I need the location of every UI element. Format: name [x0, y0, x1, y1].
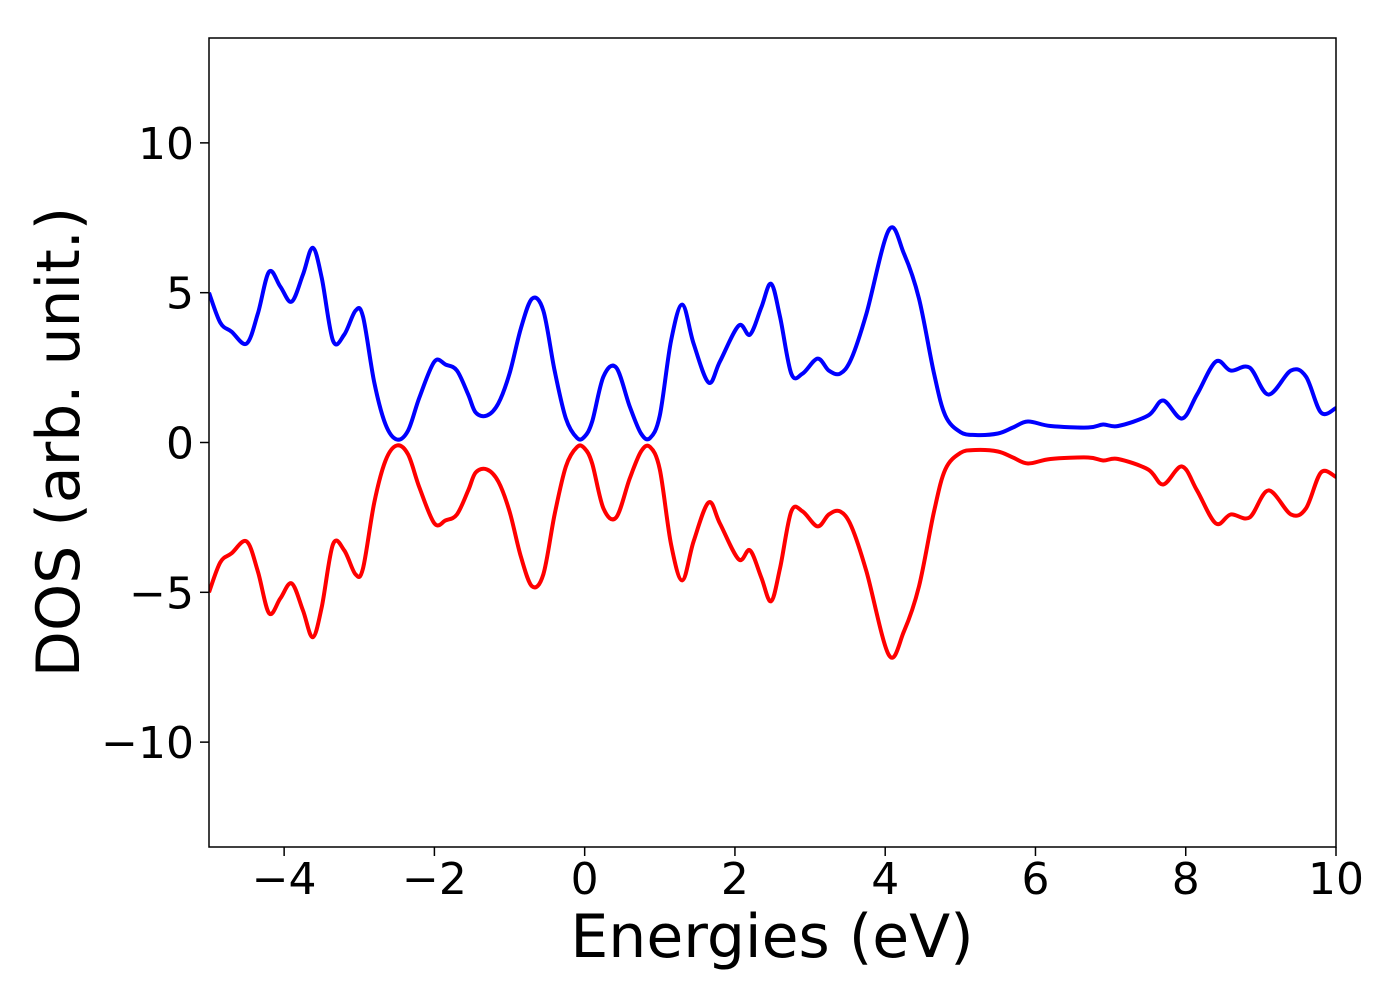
x-tick-label: 2 — [721, 854, 749, 905]
x-tick-label: 8 — [1172, 854, 1200, 905]
series-line-2 — [209, 443, 1336, 660]
y-tick-label: −10 — [101, 718, 194, 769]
y-tick-label: −5 — [129, 568, 194, 619]
x-tick-label: −2 — [402, 854, 467, 905]
y-tick-label: 10 — [138, 119, 194, 170]
x-axis-label: Energies (eV) — [570, 902, 973, 972]
plot-frame — [208, 37, 1337, 848]
series-line-1 — [209, 225, 1336, 442]
y-tick-label: 0 — [166, 419, 194, 470]
x-tick-label: 10 — [1308, 854, 1364, 905]
x-tick-label: 4 — [871, 854, 899, 905]
y-axis: −10 −5 0 5 10 — [101, 119, 209, 769]
x-tick-label: −4 — [252, 854, 317, 905]
x-tick-label: 6 — [1021, 854, 1049, 905]
x-axis: −4 −2 0 2 4 6 8 10 — [252, 847, 1364, 905]
x-tick-label: 0 — [571, 854, 599, 905]
y-axis-label: DOS (arb. unit.) — [24, 207, 94, 677]
y-tick-label: 5 — [166, 269, 194, 320]
series-layer — [209, 225, 1336, 660]
